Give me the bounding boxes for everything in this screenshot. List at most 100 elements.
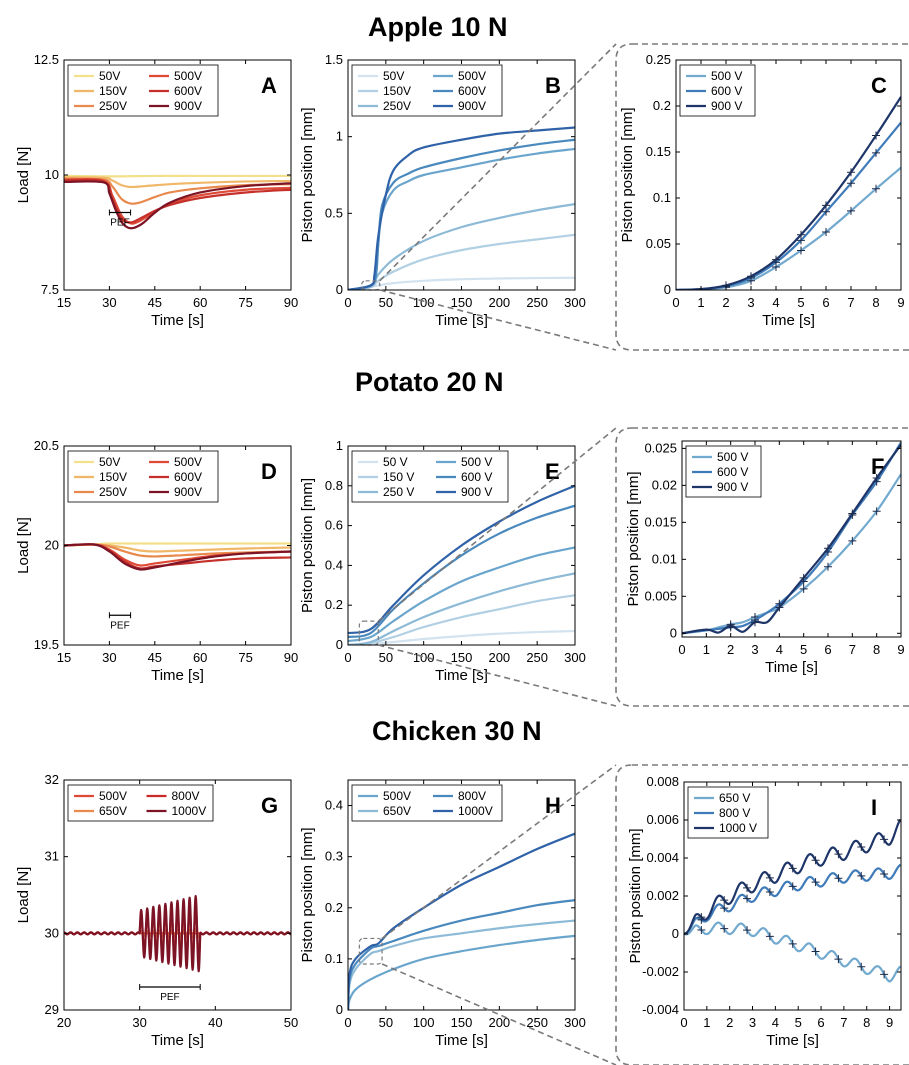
- y-tick-label: 0.5: [325, 205, 343, 220]
- x-tick-label: 3: [749, 1015, 756, 1030]
- x-tick-label: 0: [678, 642, 685, 657]
- legend-label: 600 V: [461, 470, 492, 484]
- legend-label: 1000V: [172, 804, 207, 818]
- x-tick-label: 100: [413, 295, 435, 310]
- x-axis-label: Time [s]: [435, 312, 488, 329]
- data-marker: [788, 864, 797, 873]
- legend-label: 500 V: [461, 455, 492, 469]
- x-tick-label: 45: [148, 295, 162, 310]
- panel-letter: I: [871, 795, 877, 820]
- x-tick-label: 150: [451, 650, 473, 665]
- x-tick-label: 6: [824, 642, 831, 657]
- y-tick-label: 1.5: [325, 52, 343, 67]
- data-marker: [824, 544, 832, 553]
- data-marker: [797, 246, 805, 255]
- x-tick-label: 60: [193, 650, 207, 665]
- row-title-chicken: Chicken 30 N: [372, 716, 542, 746]
- x-tick-label: 90: [284, 295, 298, 310]
- x-tick-label: 6: [822, 295, 829, 310]
- pef-label: PEF: [110, 620, 129, 631]
- x-axis-label: Time [s]: [151, 1032, 204, 1049]
- panel-a: 15 30 45 60 75 90 7.5 10 12.5 Time [s] Load [N] A 50…: [15, 52, 298, 329]
- series-line: [348, 233, 575, 290]
- data-marker: [811, 856, 820, 865]
- x-tick-label: 30: [102, 650, 116, 665]
- y-tick-label: 10: [45, 167, 59, 182]
- x-tick-label: 15: [57, 650, 71, 665]
- y-axis-label: Load [N]: [15, 517, 32, 574]
- x-tick-label: 5: [797, 295, 804, 310]
- x-tick-label: 4: [776, 642, 783, 657]
- y-tick-label: 0.004: [646, 850, 679, 865]
- data-marker: [880, 835, 889, 844]
- x-tick-label: 6: [817, 1015, 824, 1030]
- x-tick-label: 3: [751, 642, 758, 657]
- y-tick-label: 0.015: [644, 514, 677, 529]
- y-tick-label: 0: [336, 282, 343, 297]
- data-marker: [772, 255, 780, 264]
- series-line: [348, 126, 575, 290]
- panel-g: 20 30 40 50 29 30 31 32 Time [s] Load [N] G 500V650…: [15, 772, 298, 1049]
- series-line: [64, 176, 291, 189]
- legend-label: 650 V: [719, 791, 750, 805]
- series-line: [348, 899, 575, 1010]
- legend-label: 150V: [383, 84, 411, 98]
- y-tick-label: 0.4: [325, 798, 343, 813]
- pef-annotation: PEF: [139, 984, 201, 1003]
- series-group: [682, 441, 901, 635]
- x-tick-label: 1: [703, 1015, 710, 1030]
- legend-label: 50 V: [383, 455, 408, 469]
- y-tick-label: 0: [336, 637, 343, 652]
- legend-label: 900 V: [717, 480, 748, 494]
- connector-e-bottom: [378, 644, 617, 707]
- legend-label: 600V: [174, 470, 202, 484]
- y-tick-label: 0.025: [644, 440, 677, 455]
- data-marker: [726, 621, 735, 630]
- y-tick-label: 0.2: [653, 98, 671, 113]
- y-tick-label: 12.5: [34, 52, 59, 67]
- data-marker: [797, 230, 805, 239]
- x-tick-label: 7: [849, 642, 856, 657]
- panel-f: 0 1 2 3 4 5 6 7 8 9 0 0.005 0.01 0.015 0.02 0.025 Time […: [625, 440, 905, 676]
- data-marker: [799, 584, 808, 593]
- y-axis-label: Load [N]: [15, 867, 32, 924]
- y-tick-label: 0.2: [325, 597, 343, 612]
- legend-label: 50V: [99, 69, 120, 83]
- data-marker: [788, 882, 797, 891]
- row-title-apple: Apple 10 N: [368, 12, 508, 42]
- series-line: [348, 934, 575, 1010]
- x-tick-label: 50: [284, 1015, 298, 1030]
- panel-c: 0 1 2 3 4 5 6 7 8 9 0 0.05 0.1 0.15 0.2 0.25 Time [s] Pis…: [619, 52, 905, 329]
- panel-letter: D: [261, 459, 277, 484]
- x-tick-label: 7: [847, 295, 854, 310]
- y-tick-label: 29: [45, 1002, 59, 1017]
- data-marker: [872, 184, 880, 193]
- data-marker: [848, 509, 857, 518]
- x-axis-label: Time [s]: [151, 312, 204, 329]
- data-marker: [872, 507, 881, 516]
- x-tick-label: 75: [238, 650, 252, 665]
- x-tick-label: 8: [863, 1015, 870, 1030]
- y-tick-label: 0: [664, 282, 671, 297]
- connector-e-top: [377, 427, 617, 622]
- legend-label: 500V: [458, 69, 486, 83]
- series-group: [348, 484, 575, 645]
- panel-d: 15 30 45 60 75 90 19.5 20 20.5 Time [s] Load [N] D 5…: [15, 438, 298, 684]
- x-tick-label: 250: [526, 650, 548, 665]
- pef-annotation: PEF: [108, 612, 132, 631]
- series-line: [348, 138, 575, 290]
- x-tick-label: 50: [379, 650, 393, 665]
- legend-label: 650V: [383, 804, 411, 818]
- x-axis-label: Time [s]: [435, 667, 488, 684]
- y-tick-label: 0.02: [652, 477, 677, 492]
- panel-i: 0 1 2 3 4 5 6 7 8 9 -0.004 -0.002 0 0.002 0.004 0.006 0.…: [627, 774, 902, 1049]
- legend-label: 800V: [172, 789, 200, 803]
- data-marker: [775, 603, 784, 612]
- y-tick-label: -0.004: [642, 1002, 679, 1017]
- y-axis-label: Piston position [mm]: [619, 107, 636, 242]
- y-tick-label: 0.006: [646, 812, 679, 827]
- x-tick-label: 4: [772, 295, 779, 310]
- data-marker: [857, 871, 866, 880]
